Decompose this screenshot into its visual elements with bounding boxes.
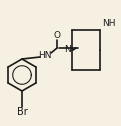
Text: O: O (53, 32, 60, 40)
Text: N: N (64, 45, 71, 55)
Text: Br: Br (17, 107, 27, 117)
Text: HN: HN (38, 51, 52, 59)
Text: NH: NH (102, 19, 116, 28)
